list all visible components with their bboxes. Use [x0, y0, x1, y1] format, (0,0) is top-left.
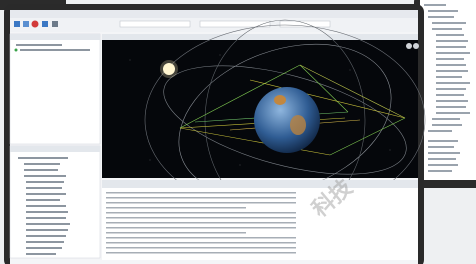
panel-header	[10, 146, 100, 152]
ui-line	[432, 118, 460, 120]
ui-line	[106, 217, 296, 219]
main-window	[4, 4, 425, 264]
ui-line	[428, 164, 458, 166]
landmass	[290, 115, 306, 135]
ui-line	[106, 252, 296, 254]
ui-line	[106, 237, 296, 239]
ui-line	[26, 187, 62, 189]
ui-line	[26, 181, 64, 183]
ui-line	[26, 211, 68, 213]
ui-line	[26, 223, 70, 225]
status-dot	[15, 49, 18, 52]
ui-line	[428, 130, 452, 132]
ui-line	[424, 4, 446, 6]
ui-line	[106, 202, 296, 204]
sun-glow	[160, 60, 178, 78]
ui-line	[436, 112, 470, 114]
ui-line	[240, 165, 241, 166]
ui-line	[18, 157, 68, 159]
ui-line	[26, 193, 66, 195]
ui-line	[436, 46, 466, 48]
ui-line	[436, 70, 468, 72]
ui-line	[106, 212, 296, 214]
ui-line	[432, 28, 462, 30]
ui-line	[436, 40, 468, 42]
ui-line	[428, 152, 460, 154]
ui-line	[26, 217, 66, 219]
ui-line	[24, 169, 58, 171]
ui-line	[106, 227, 296, 229]
ui-line	[390, 150, 391, 151]
ui-line	[24, 163, 60, 165]
ui-line	[436, 88, 466, 90]
landmass	[274, 95, 286, 105]
view-tab[interactable]	[102, 34, 418, 40]
ui-line	[26, 241, 64, 243]
ui-line	[432, 22, 466, 24]
ui-line	[220, 55, 221, 56]
ui-line	[428, 146, 454, 148]
tool-icon[interactable]	[23, 21, 29, 27]
ui-line	[436, 82, 470, 84]
ui-line	[106, 197, 296, 199]
console	[102, 188, 418, 260]
ui-line	[428, 16, 454, 18]
page: 科技 (() => { const data = JSON.parse(docu…	[0, 0, 476, 264]
screenshot: 科技	[0, 0, 476, 264]
combo-box[interactable]	[200, 21, 270, 27]
view-control[interactable]	[413, 43, 419, 49]
ui-line	[150, 160, 151, 161]
ui-line	[106, 242, 296, 244]
ui-line	[436, 58, 464, 60]
ui-line	[436, 34, 464, 36]
ui-line	[26, 199, 60, 201]
ui-line	[428, 140, 458, 142]
panel-header	[10, 34, 100, 40]
ui-line	[26, 235, 66, 237]
ui-line	[436, 52, 470, 54]
ui-line	[428, 158, 456, 160]
earth	[254, 87, 320, 153]
combo-box[interactable]	[120, 21, 190, 27]
ui-line	[26, 253, 56, 255]
ui-line	[26, 229, 68, 231]
ui-line	[432, 124, 462, 126]
ui-line	[106, 222, 296, 224]
ui-line	[428, 10, 458, 12]
view-control[interactable]	[406, 43, 412, 49]
ui-line	[350, 70, 351, 71]
ui-line	[436, 94, 464, 96]
ui-line	[20, 49, 90, 51]
ui-line	[106, 207, 246, 209]
tool-icon[interactable]	[32, 21, 39, 28]
ui-line	[436, 64, 466, 66]
ui-line	[24, 175, 66, 177]
console-toolbar	[102, 180, 418, 188]
ui-line	[436, 106, 466, 108]
tool-icon[interactable]	[52, 21, 58, 27]
menu-bar	[10, 10, 418, 18]
tool-icon[interactable]	[42, 21, 48, 27]
ui-line	[130, 60, 131, 61]
ui-line	[26, 247, 62, 249]
ui-line	[106, 192, 296, 194]
ui-line	[16, 44, 62, 46]
ui-line	[106, 232, 246, 234]
ui-line	[436, 100, 468, 102]
ui-line	[26, 205, 66, 207]
tool-icon[interactable]	[14, 21, 20, 27]
ui-line	[428, 170, 452, 172]
ui-line	[106, 247, 296, 249]
ui-line	[436, 76, 462, 78]
